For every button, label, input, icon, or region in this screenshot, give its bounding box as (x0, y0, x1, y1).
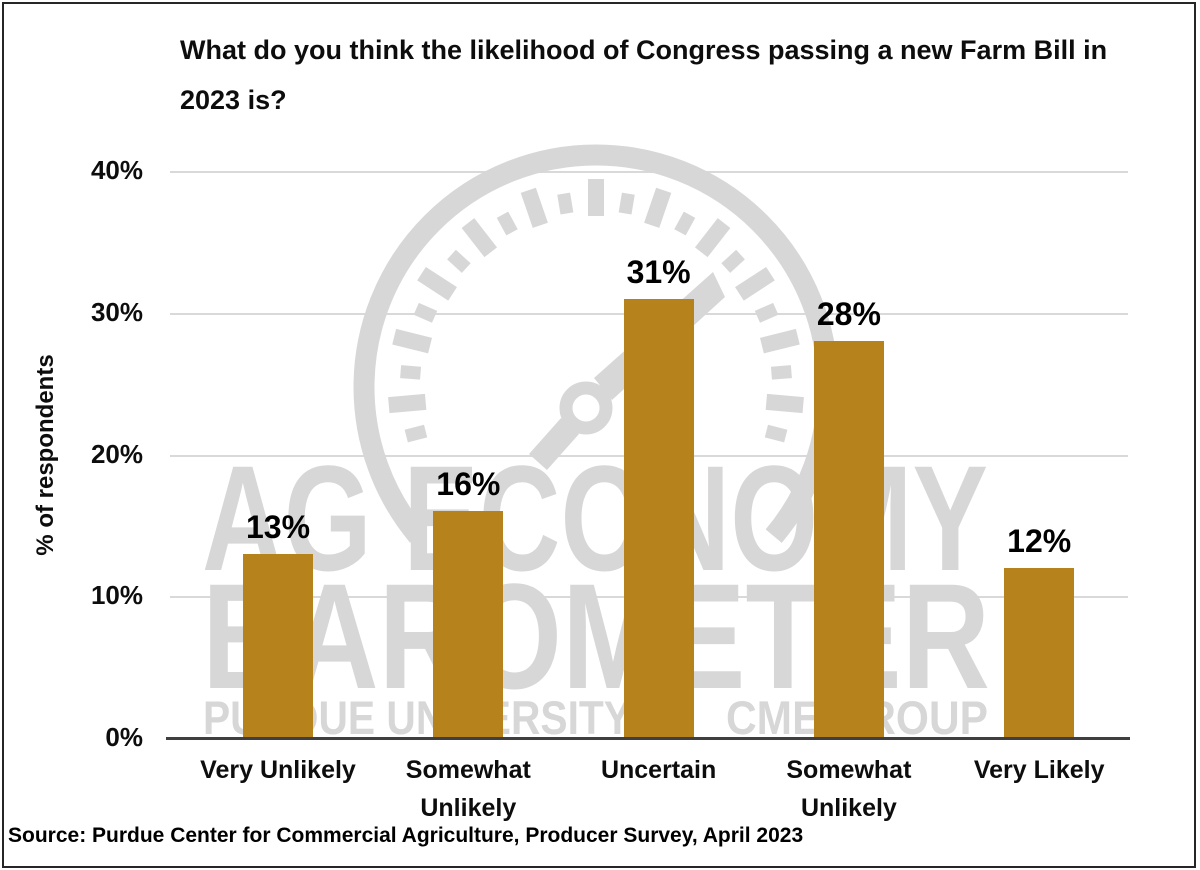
bar-value-label: 31% (626, 253, 691, 290)
x-category-label: Somewhat Unlikely (405, 756, 531, 822)
x-axis-line (166, 737, 1130, 740)
bar-value-label: 28% (816, 296, 881, 333)
y-tick-label: 0% (105, 722, 143, 752)
gridline (170, 171, 1128, 173)
x-category-label: Very Unlikely (200, 756, 356, 784)
bar (813, 341, 884, 738)
y-tick-label: 40% (90, 155, 143, 185)
x-category-label: Uncertain (600, 756, 717, 784)
y-axis-ticks: 0% 10% 20% 30% 40% (0, 155, 156, 771)
x-axis-labels: Very Unlikely Somewhat Unlikely Uncertain S… (170, 752, 1128, 838)
bar (243, 553, 313, 738)
bar (433, 511, 504, 738)
bar-value-label: 16% (436, 466, 501, 503)
source-text: Source: Purdue Center for Commercial Agr… (8, 824, 804, 847)
bar (1004, 567, 1075, 738)
y-tick-label: 10% (90, 580, 143, 611)
x-category-label: Very Likely (973, 756, 1105, 784)
bar (623, 298, 694, 738)
y-tick-label: 20% (90, 438, 143, 469)
y-tick-label: 30% (90, 296, 143, 327)
chart-title: What do you think the likelihood of Cong… (180, 35, 1108, 115)
x-category-label: Somewhat Unlikely (786, 756, 912, 822)
bar-value-label: 12% (1007, 522, 1072, 559)
plot-area: 13% 16% 31% 28% 12% (170, 171, 1128, 738)
bar-value-label: 13% (245, 508, 311, 545)
